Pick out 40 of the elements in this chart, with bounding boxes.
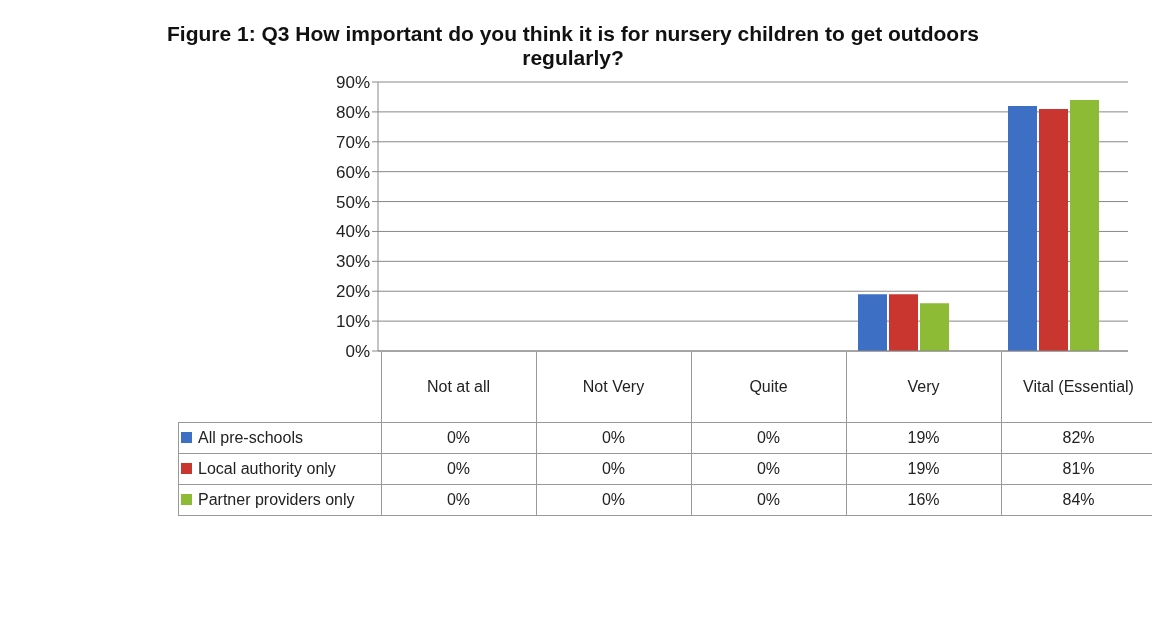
- x-tick-label: Vital (Essential): [1001, 352, 1152, 423]
- x-tick-label: Not at all: [381, 352, 536, 423]
- y-tick-label: 20%: [335, 282, 370, 302]
- y-tick-label: 80%: [335, 102, 370, 122]
- data-label: 82%: [1001, 422, 1152, 454]
- x-tick-label: Not Very: [536, 352, 691, 423]
- data-label: 0%: [691, 484, 846, 516]
- data-label: 19%: [846, 422, 1001, 454]
- y-tick-label: 90%: [335, 73, 370, 93]
- y-tick-label: 60%: [335, 162, 370, 182]
- y-tick-label: 70%: [335, 132, 370, 152]
- bar: [1039, 108, 1068, 351]
- data-label: 0%: [381, 422, 536, 454]
- y-tick-label: 50%: [335, 192, 370, 212]
- data-label: 81%: [1001, 453, 1152, 485]
- data-label: 0%: [381, 453, 536, 485]
- bar: [1070, 99, 1099, 351]
- data-label: 0%: [381, 484, 536, 516]
- y-tick-label: 40%: [335, 222, 370, 242]
- y-tick-label: 0%: [345, 342, 370, 362]
- x-tick-label: Very: [846, 352, 1001, 423]
- x-tick-label: Quite: [691, 352, 846, 423]
- bar: [889, 294, 918, 351]
- legend-label: All pre-schools: [178, 422, 381, 454]
- chart-title: Figure 1: Q3 How important do you think it is for nursery children to get outdoors regularly?: [165, 21, 980, 71]
- data-label: 19%: [846, 453, 1001, 485]
- bar: [858, 294, 887, 351]
- y-tick-label: 30%: [335, 252, 370, 272]
- data-label: 84%: [1001, 484, 1152, 516]
- data-label: 0%: [536, 453, 691, 485]
- legend-label: Partner providers only: [178, 484, 381, 516]
- bar: [920, 303, 949, 351]
- data-label: 0%: [536, 422, 691, 454]
- legend-label: Local authority only: [178, 453, 381, 485]
- y-tick-label: 10%: [335, 312, 370, 332]
- bar: [1008, 105, 1037, 351]
- data-label: 16%: [846, 484, 1001, 516]
- data-label: 0%: [691, 453, 846, 485]
- data-label: 0%: [536, 484, 691, 516]
- data-label: 0%: [691, 422, 846, 454]
